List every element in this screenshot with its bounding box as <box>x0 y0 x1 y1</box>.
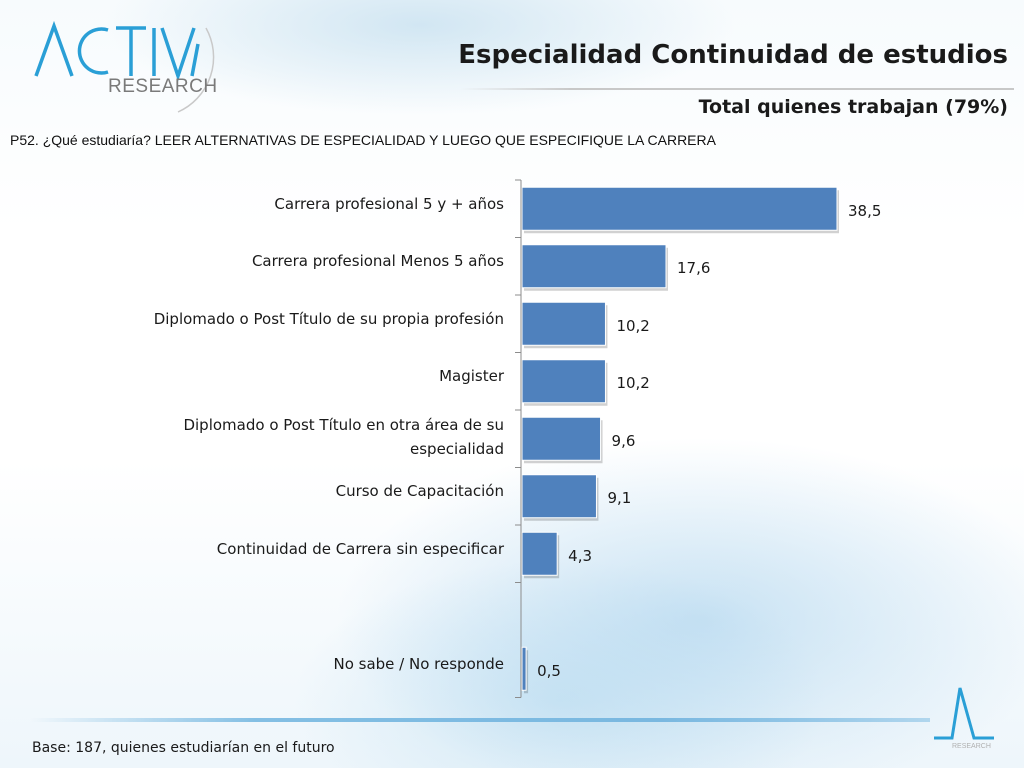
bar-chart-svg <box>515 179 839 698</box>
value-label-2: 10,2 <box>616 316 650 335</box>
value-label-1: 17,6 <box>677 259 711 278</box>
category-label-2: Diplomado o Post Título de su propia pro… <box>153 309 504 328</box>
bar-0 <box>521 186 838 231</box>
bar-chart: 38,5 Carrera profesional 5 y + años 17,6 Ca… <box>0 172 1024 702</box>
value-label-5: 9,1 <box>607 489 632 508</box>
footer-divider <box>30 718 930 722</box>
page-title: Especialidad Continuidad de estudios <box>458 40 1008 70</box>
category-label-8: No sabe / No responde <box>333 654 504 673</box>
svg-text:RESEARCH: RESEARCH <box>952 743 991 750</box>
category-label-0: Carrera profesional 5 y + años <box>274 194 504 213</box>
bar-6 <box>521 531 558 576</box>
activa-research-logo: RESEARCH <box>34 20 218 113</box>
footer-logo-mark: RESEARCH <box>934 687 994 750</box>
base-note: Base: 187, quienes estudiarían en el fut… <box>32 740 335 756</box>
category-label-6: Continuidad de Carrera sin especificar <box>216 539 504 558</box>
category-label-1: Carrera profesional Menos 5 años <box>251 252 504 271</box>
category-label-4: Diplomado o Post Título en otra área de … <box>183 415 504 458</box>
value-label-3: 10,2 <box>616 374 650 393</box>
value-label-0: 38,5 <box>848 201 882 220</box>
svg-text:RESEARCH: RESEARCH <box>108 76 218 97</box>
value-label-4: 9,6 <box>611 431 636 450</box>
category-label-3: Magister <box>439 367 504 386</box>
category-label-5: Curso de Capacitación <box>335 482 504 501</box>
bar-5 <box>521 474 597 519</box>
bar-3 <box>521 359 606 404</box>
bar-8 <box>521 646 527 691</box>
survey-question: P52. ¿Qué estudiaría? LEER ALTERNATIVAS … <box>10 132 716 148</box>
value-label-8: 0,5 <box>537 661 561 680</box>
value-label-6: 4,3 <box>568 546 593 565</box>
bar-4 <box>521 416 602 461</box>
bar-1 <box>521 244 667 289</box>
title-divider <box>460 88 1014 90</box>
bar-2 <box>521 301 606 346</box>
page-subtitle: Total quienes trabajan (79%) <box>698 96 1008 118</box>
